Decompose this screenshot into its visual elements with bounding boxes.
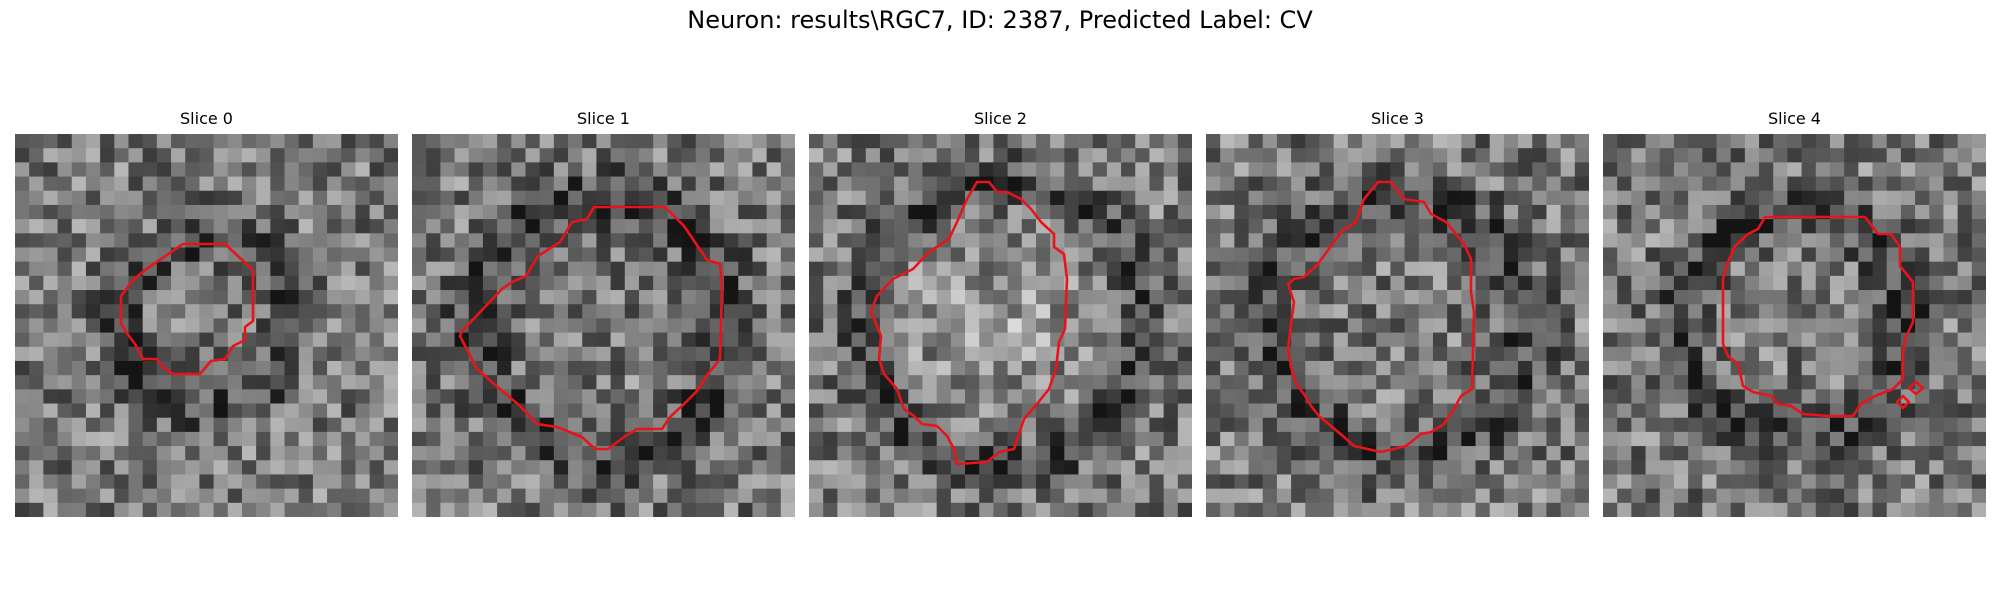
slice-4-pixel-grid	[1603, 134, 1986, 517]
slice-1-pixel-grid	[412, 134, 795, 517]
slice-1-contour	[458, 205, 724, 451]
panel-title-slice-3: Slice 3	[1371, 109, 1424, 128]
slice-2-pixel-grid	[809, 134, 1192, 517]
panel-title-slice-1: Slice 1	[577, 109, 630, 128]
panel-title-slice-4: Slice 4	[1768, 109, 1821, 128]
slice-0-image	[15, 134, 398, 517]
slice-4-contour	[1721, 215, 1915, 418]
slice-3-contour	[1286, 180, 1476, 454]
slice-4-contour-fragment-a	[1895, 394, 1911, 410]
panel-title-slice-2: Slice 2	[974, 109, 1027, 128]
slice-1-image	[412, 134, 795, 517]
panel-title-slice-0: Slice 0	[180, 109, 233, 128]
slice-2-contour	[869, 180, 1069, 466]
slice-3-image	[1206, 134, 1589, 517]
figure-title: Neuron: results\RGC7, ID: 2387, Predicte…	[687, 6, 1313, 34]
slice-4-image	[1603, 134, 1986, 517]
slice-0-contour	[119, 242, 255, 376]
slice-4-contour-fragment-b	[1907, 380, 1925, 396]
slice-0-pixel-grid	[15, 134, 398, 517]
slice-2-image	[809, 134, 1192, 517]
